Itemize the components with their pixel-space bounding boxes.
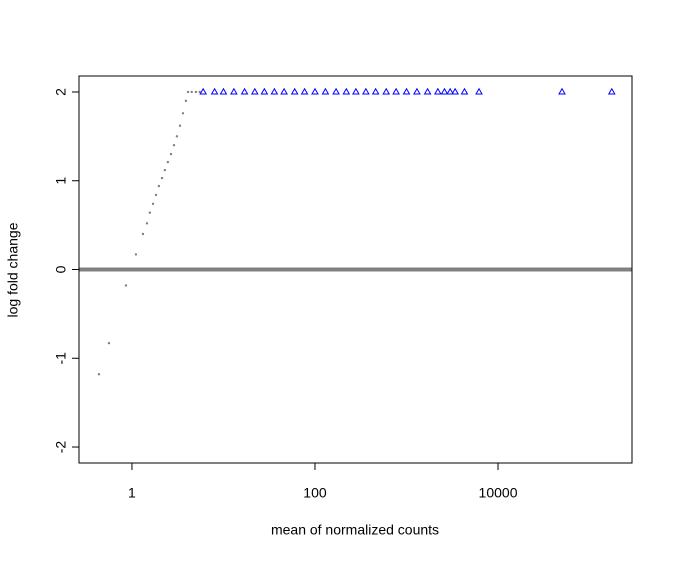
- x-tick-label: 10000: [479, 485, 518, 501]
- point: [194, 90, 198, 94]
- point: [163, 168, 167, 172]
- point: [413, 87, 421, 95]
- point: [352, 87, 360, 95]
- x-tick-label: 100: [303, 485, 327, 501]
- point: [219, 87, 228, 95]
- x-axis-title: mean of normalized counts: [271, 522, 439, 538]
- y-tick-label: -1: [53, 352, 69, 365]
- point: [199, 87, 208, 95]
- x-tick-label: 1: [128, 485, 136, 501]
- point: [321, 87, 330, 95]
- point: [290, 87, 299, 95]
- point: [154, 193, 158, 197]
- point: [342, 87, 351, 95]
- point: [475, 87, 483, 95]
- point: [175, 135, 179, 138]
- point: [184, 99, 188, 103]
- point: [166, 160, 170, 164]
- y-tick-label: 1: [53, 177, 69, 185]
- plot-frame: [78, 75, 633, 464]
- point: [392, 87, 400, 95]
- point: [157, 184, 161, 188]
- point: [460, 87, 469, 95]
- point: [446, 87, 455, 95]
- point: [107, 341, 111, 345]
- point: [172, 144, 176, 147]
- y-tick-label: 2: [53, 88, 69, 96]
- point: [451, 87, 460, 95]
- point: [362, 87, 370, 95]
- point: [145, 222, 149, 225]
- point: [558, 87, 566, 95]
- point: [311, 87, 319, 95]
- point: [230, 87, 238, 95]
- point: [178, 124, 182, 127]
- point: [402, 87, 411, 95]
- point: [280, 87, 288, 95]
- point: [250, 87, 259, 95]
- point: [433, 87, 442, 95]
- point: [440, 87, 449, 95]
- point: [124, 284, 128, 287]
- point: [423, 87, 432, 95]
- point: [371, 87, 380, 95]
- point: [210, 87, 219, 95]
- point: [160, 176, 164, 180]
- point: [97, 373, 101, 376]
- point: [332, 87, 340, 95]
- point: [607, 87, 616, 95]
- point: [181, 112, 185, 115]
- point: [382, 87, 391, 95]
- point: [151, 202, 155, 206]
- point: [186, 90, 190, 94]
- point: [141, 232, 145, 236]
- point: [190, 90, 193, 94]
- point: [148, 211, 152, 214]
- point: [240, 87, 249, 95]
- point: [300, 87, 309, 95]
- point: [270, 87, 279, 95]
- y-tick-label: 0: [53, 265, 69, 273]
- point: [169, 152, 173, 156]
- y-axis-title: log fold change: [5, 222, 21, 317]
- point: [198, 90, 201, 94]
- point: [260, 87, 269, 95]
- y-tick-label: -2: [53, 441, 69, 454]
- point: [134, 253, 138, 256]
